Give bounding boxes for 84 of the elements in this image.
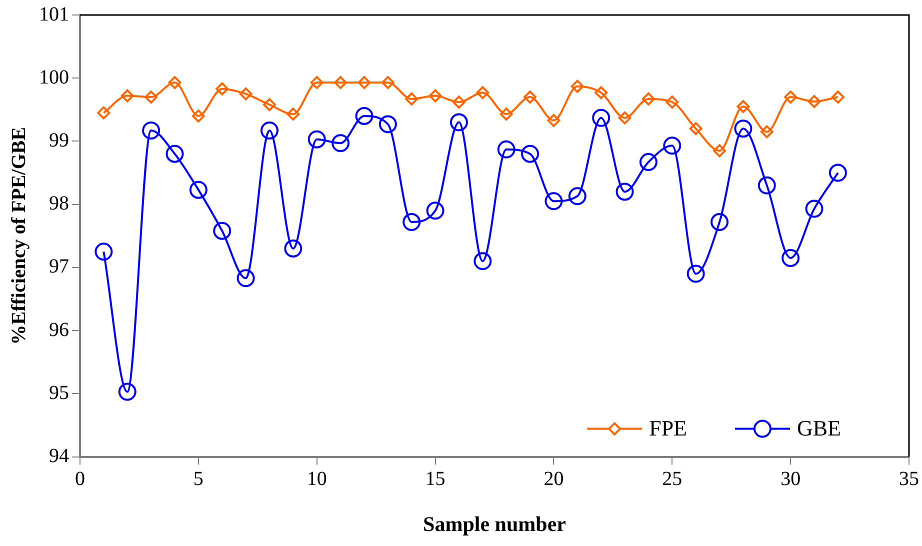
point — [426, 202, 444, 220]
x-tick-label: 10 — [306, 468, 327, 490]
point — [168, 76, 182, 90]
point — [782, 248, 800, 267]
point — [663, 136, 682, 155]
point — [192, 109, 205, 122]
point — [355, 106, 374, 125]
point — [521, 144, 540, 163]
point — [94, 242, 113, 261]
point — [500, 108, 513, 121]
point — [828, 164, 847, 182]
x-tick-label: 35 — [899, 468, 919, 490]
point — [476, 86, 490, 100]
y-axis-title: %Efficiency of FPE/GBE — [8, 127, 30, 345]
point — [547, 114, 560, 127]
point — [358, 76, 371, 90]
x-tick-label: 15 — [425, 468, 446, 490]
y-tick-label: 95 — [49, 382, 69, 404]
point — [144, 90, 158, 104]
y-tick-label: 99 — [49, 129, 69, 152]
point — [642, 92, 655, 106]
point — [120, 89, 134, 102]
point — [332, 134, 350, 152]
legend-label: FPE — [649, 416, 688, 441]
y-tick-label: 101 — [39, 3, 69, 26]
point — [784, 90, 798, 104]
y-tick-label: 94 — [49, 445, 69, 468]
point — [736, 100, 750, 114]
point — [310, 76, 324, 90]
point — [308, 130, 326, 148]
point — [213, 222, 232, 240]
point — [262, 98, 276, 112]
point — [142, 122, 160, 140]
point — [166, 144, 184, 163]
x-tick-label: 5 — [193, 468, 204, 490]
point — [452, 96, 466, 109]
point — [474, 252, 492, 270]
point — [808, 94, 821, 108]
point — [405, 92, 418, 106]
point — [710, 213, 729, 232]
y-tick-label: 96 — [49, 318, 69, 341]
point — [402, 213, 421, 232]
point — [592, 108, 610, 127]
point — [568, 187, 586, 206]
x-axis-title: Sample number — [423, 512, 566, 536]
point — [760, 125, 774, 138]
point — [805, 200, 824, 218]
point — [524, 90, 537, 104]
x-tick-label: 20 — [544, 468, 564, 490]
x-tick-label: 25 — [662, 468, 682, 490]
point — [594, 86, 608, 100]
point — [544, 192, 563, 210]
point — [189, 180, 208, 199]
point — [618, 111, 632, 124]
point — [428, 89, 442, 102]
point — [118, 382, 136, 401]
x-tick-label: 0 — [75, 468, 85, 490]
y-tick-label: 98 — [49, 192, 69, 215]
point — [639, 153, 658, 172]
point — [286, 108, 300, 121]
y-tick-label: 100 — [39, 66, 69, 88]
point — [450, 113, 468, 132]
point — [758, 176, 776, 194]
point — [831, 90, 844, 104]
point — [666, 96, 679, 109]
point — [216, 82, 229, 96]
point — [570, 80, 584, 93]
point — [689, 122, 702, 136]
x-tick-label: 30 — [780, 468, 801, 490]
point — [713, 144, 726, 158]
point — [260, 122, 278, 140]
point — [284, 240, 302, 258]
point — [236, 269, 255, 288]
point — [686, 264, 705, 283]
point — [497, 140, 516, 158]
y-tick-label: 97 — [49, 256, 69, 278]
legend-label: GBE — [797, 416, 841, 441]
point — [734, 120, 752, 138]
point — [334, 76, 348, 90]
point — [616, 182, 634, 201]
point — [381, 76, 394, 90]
point — [239, 87, 252, 100]
point — [97, 106, 110, 120]
point — [378, 115, 397, 134]
